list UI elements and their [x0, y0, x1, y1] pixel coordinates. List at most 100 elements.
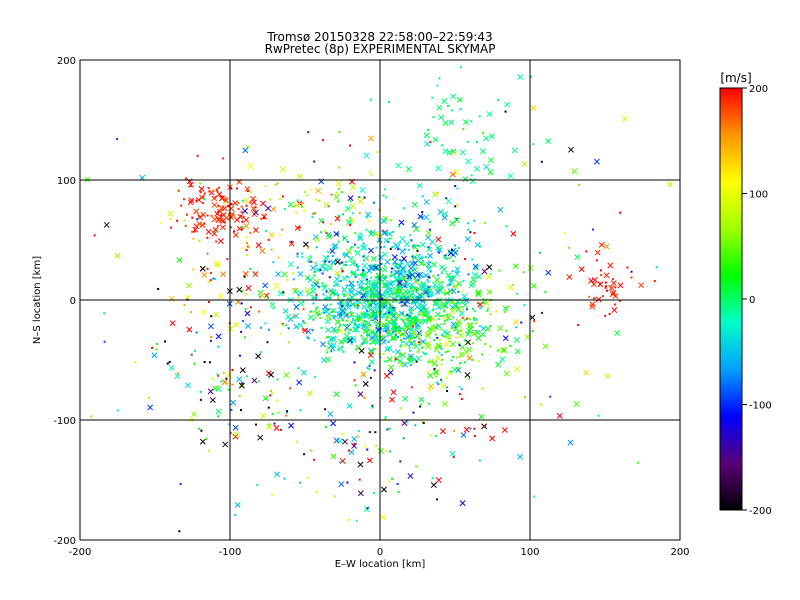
data-point-dot [342, 213, 345, 216]
data-point-dot [103, 312, 106, 315]
data-point-x-marker [333, 437, 340, 444]
data-point-dot [414, 281, 417, 284]
data-point-dot [392, 300, 395, 303]
data-point-dot [452, 316, 455, 319]
data-point-dot [374, 263, 377, 266]
data-point-x-marker [469, 280, 476, 287]
data-point-dot [421, 216, 424, 219]
data-point-x-marker [221, 379, 228, 386]
data-point-x-marker [486, 264, 493, 271]
data-point-dot [389, 283, 392, 286]
data-point-dot [218, 385, 221, 388]
data-point-dot [419, 332, 422, 335]
data-point-dot [402, 314, 405, 317]
data-point-dot [393, 315, 396, 318]
data-point-dot [350, 311, 353, 314]
data-point-dot [428, 276, 431, 279]
data-point-x-marker [408, 292, 415, 299]
data-point-dot [441, 358, 444, 361]
data-point-dot [189, 311, 192, 314]
data-point-dot [365, 291, 368, 294]
data-point-dot [366, 216, 369, 219]
data-point-dot [242, 216, 245, 219]
data-point-x-marker [391, 254, 398, 261]
data-point-dot [389, 274, 392, 277]
data-point-dot [370, 98, 373, 101]
y-tick-label: 0 [70, 296, 76, 307]
data-point-dot [452, 260, 455, 263]
data-point-x-marker [273, 283, 280, 290]
data-point-dot [345, 294, 348, 297]
data-point-dot [460, 328, 463, 331]
data-point-dot [392, 350, 395, 353]
data-point-x-marker [407, 353, 414, 360]
data-point-dot [602, 295, 605, 298]
data-point-dot [450, 327, 453, 330]
data-point-x-marker [169, 320, 176, 327]
data-point-dot [384, 313, 387, 316]
data-point-dot [422, 345, 425, 348]
data-point-x-marker [398, 219, 405, 226]
data-point-dot [306, 194, 309, 197]
data-point-dot [324, 260, 327, 263]
data-point-dot [297, 293, 300, 296]
data-point-dot [593, 297, 596, 300]
data-point-x-marker [348, 289, 355, 296]
data-point-x-marker [610, 280, 617, 287]
data-point-dot [245, 293, 248, 296]
data-point-x-marker [614, 330, 621, 337]
data-point-dot [309, 310, 312, 313]
data-point-x-marker [333, 391, 340, 398]
data-point-dot [434, 333, 437, 336]
data-point-dot [402, 285, 405, 288]
data-point-dot [427, 246, 430, 249]
data-point-dot [342, 252, 345, 255]
data-point-dot [423, 263, 426, 266]
data-point-dot [393, 308, 396, 311]
data-point-x-marker [418, 260, 425, 267]
data-point-dot [302, 320, 305, 323]
data-point-x-marker [184, 382, 191, 389]
data-point-dot [486, 307, 489, 310]
data-point-x-marker [351, 270, 357, 276]
data-point-dot [424, 314, 427, 317]
data-point-x-marker [332, 281, 339, 288]
data-point-x-marker [545, 269, 552, 276]
data-point-x-marker [414, 272, 421, 279]
data-point-dot [215, 188, 218, 191]
data-point-dot [312, 310, 315, 313]
data-point-x-marker [449, 450, 456, 457]
data-point-x-marker [417, 255, 424, 262]
data-point-x-marker [358, 278, 365, 285]
data-point-dot [326, 255, 329, 258]
data-point-dot [532, 143, 535, 146]
data-point-dot [431, 96, 434, 99]
data-point-dot [374, 312, 377, 315]
data-point-dot [299, 481, 302, 484]
data-point-dot [446, 104, 449, 107]
data-point-x-marker [302, 241, 309, 248]
data-point-x-marker [287, 261, 294, 268]
data-point-dot [532, 495, 535, 498]
data-point-x-marker [452, 325, 459, 332]
data-point-x-marker [357, 391, 364, 398]
data-point-dot [413, 286, 416, 289]
data-point-x-marker [588, 277, 595, 284]
data-point-dot [427, 295, 430, 298]
data-point-dot [199, 390, 202, 393]
data-point-dot [237, 207, 240, 210]
data-point-x-marker [568, 146, 574, 153]
data-point-dot [524, 396, 527, 399]
data-point-dot [368, 314, 371, 317]
data-point-x-marker [275, 271, 282, 278]
data-point-dot [398, 289, 401, 292]
data-point-dot [604, 286, 607, 289]
data-point-dot [401, 332, 404, 335]
data-point-dot [448, 283, 451, 286]
data-point-dot [166, 362, 169, 365]
data-point-x-marker [385, 314, 392, 321]
data-point-dot [477, 360, 480, 363]
data-point-x-marker [201, 272, 208, 278]
data-point-dot [362, 242, 365, 245]
data-point-dot [315, 293, 318, 296]
